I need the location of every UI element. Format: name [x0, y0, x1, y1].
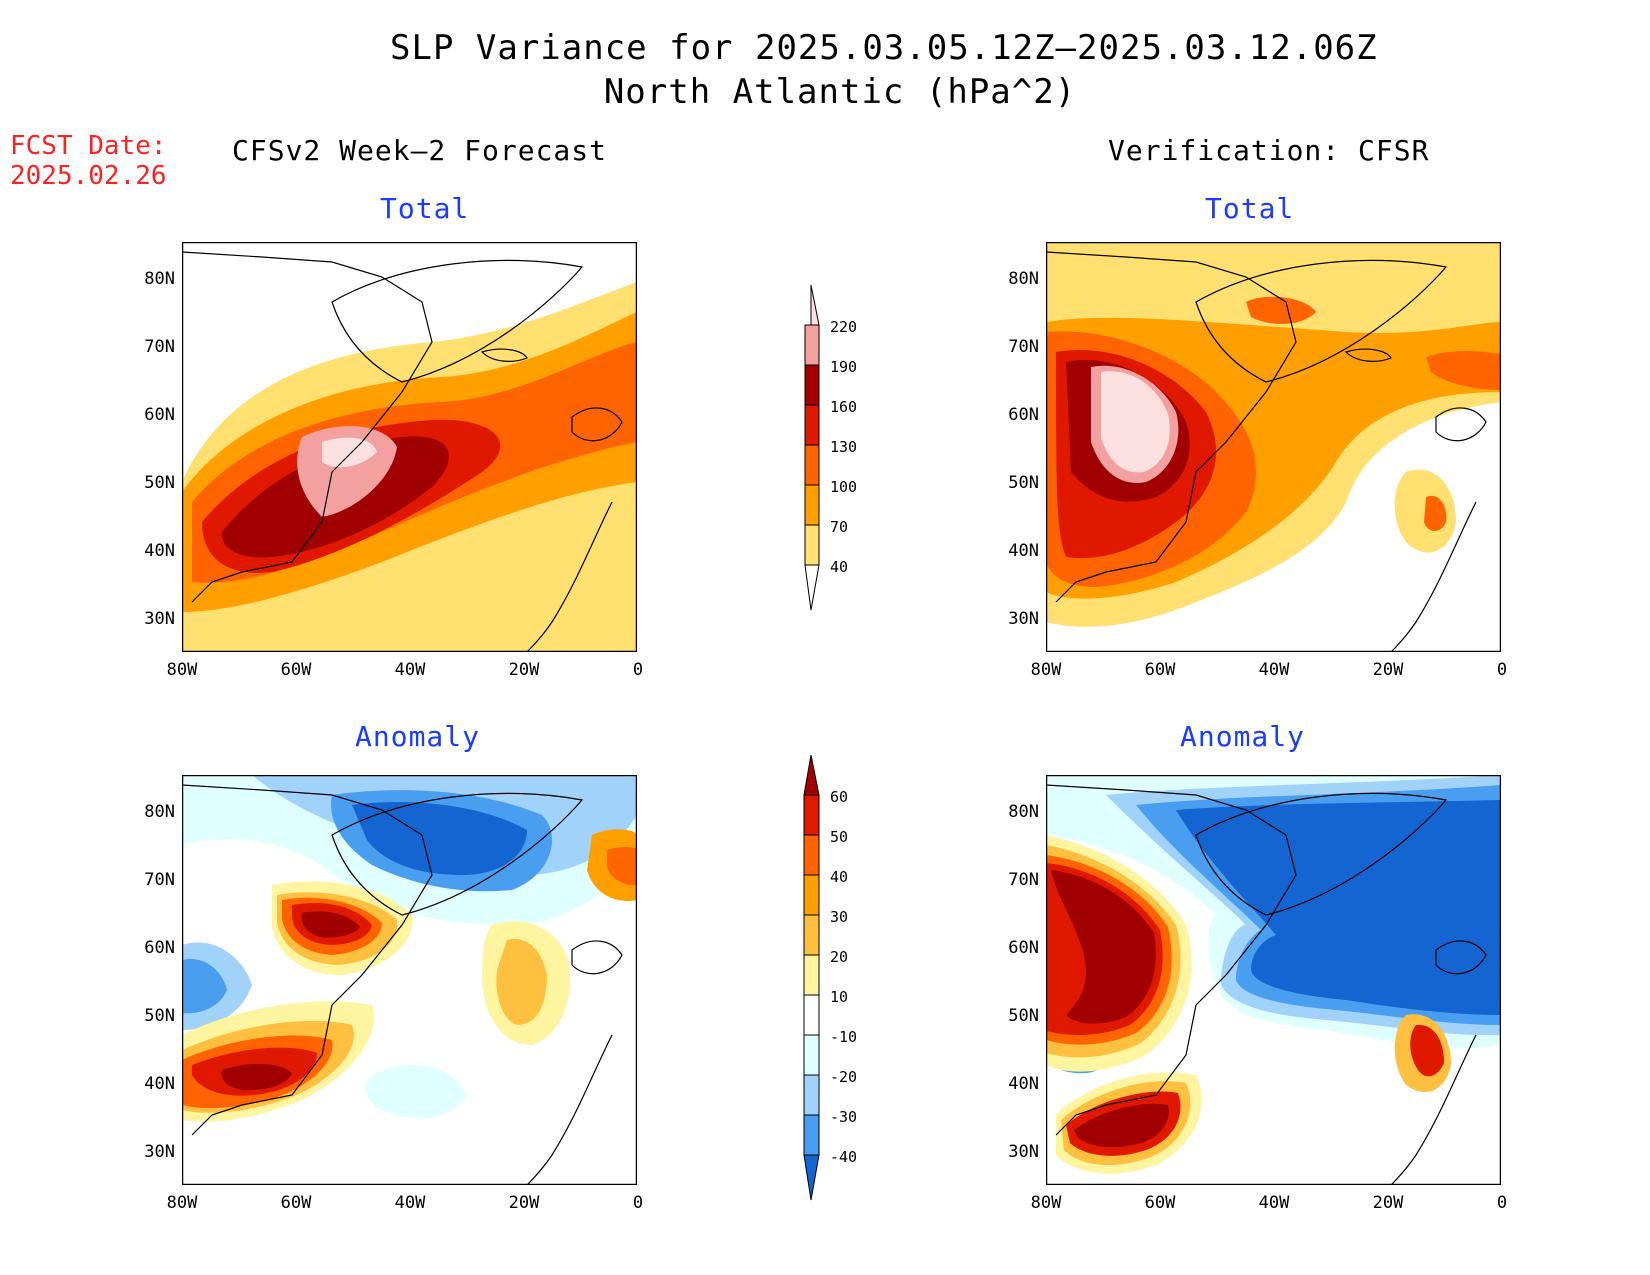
verification-anomaly-map	[1046, 775, 1501, 1185]
lat-tick-label: 30N	[144, 1142, 175, 1162]
lon-tick-label: 0	[632, 660, 644, 680]
title-line-2: North Atlantic (hPa^2)	[603, 72, 1077, 112]
lon-tick-label: 20W	[1372, 1193, 1404, 1213]
lat-tick-label: 60N	[1008, 938, 1039, 958]
colorbar-label: 60	[830, 788, 849, 806]
lon-tick-label: 60W	[280, 660, 312, 680]
lat-tick-label: 40N	[1008, 1074, 1039, 1094]
lat-tick-label: 50N	[1008, 473, 1039, 493]
title-line-1: SLP Variance for 2025.03.05.12Z–2025.03.…	[390, 28, 1378, 68]
lon-tick-label: 80W	[1030, 1193, 1062, 1213]
lat-tick-label: 40N	[1008, 541, 1039, 561]
colorbar-label: 10	[830, 988, 849, 1006]
forecast-anomaly-title: Anomaly	[355, 720, 481, 753]
forecast-total-title: Total	[380, 192, 470, 225]
lat-tick-label: 80N	[1008, 269, 1039, 289]
total-colorbar	[804, 285, 820, 611]
colorbar-label: 30	[830, 908, 849, 926]
lat-tick-label: 80N	[144, 269, 175, 289]
lon-tick-label: 40W	[394, 1193, 426, 1213]
colorbar-label: -10	[830, 1028, 858, 1046]
forecast-column-header: CFSv2 Week–2 Forecast	[232, 134, 608, 167]
colorbar-label: 130	[830, 438, 858, 456]
lon-tick-label: 40W	[394, 660, 426, 680]
colorbar-label: 20	[830, 948, 849, 966]
colorbar-label: 220	[830, 318, 858, 336]
lat-tick-label: 60N	[1008, 405, 1039, 425]
forecast-total-map	[182, 242, 637, 652]
colorbar-label: 190	[830, 358, 858, 376]
colorbar-label: 100	[830, 478, 858, 496]
colorbar-label: 40	[830, 868, 849, 886]
lon-tick-label: 60W	[280, 1193, 312, 1213]
lon-tick-label: 20W	[508, 660, 540, 680]
colorbar-label: 70	[830, 518, 849, 536]
lat-tick-label: 70N	[144, 870, 175, 890]
lon-tick-label: 0	[632, 1193, 644, 1213]
lon-tick-label: 20W	[508, 1193, 540, 1213]
lat-tick-label: 60N	[144, 938, 175, 958]
verification-anomaly-title: Anomaly	[1180, 720, 1306, 753]
lat-tick-label: 50N	[1008, 1006, 1039, 1026]
lat-tick-label: 80N	[1008, 802, 1039, 822]
colorbar-label: 50	[830, 828, 849, 846]
fcst-date-value: 2025.02.26	[10, 161, 167, 191]
anomaly-colorbar	[803, 755, 820, 1201]
lon-tick-label: 40W	[1258, 660, 1290, 680]
lat-tick-label: 80N	[144, 802, 175, 822]
lon-tick-label: 80W	[166, 1193, 198, 1213]
verification-total-title: Total	[1205, 192, 1295, 225]
lat-tick-label: 30N	[1008, 1142, 1039, 1162]
lon-tick-label: 40W	[1258, 1193, 1290, 1213]
fcst-date-label: FCST Date:	[10, 131, 167, 161]
colorbar-label: -30	[830, 1108, 858, 1126]
colorbar-label: 40	[830, 558, 849, 576]
verification-total-map	[1046, 242, 1501, 652]
colorbar-label: -20	[830, 1068, 858, 1086]
lat-tick-label: 70N	[1008, 337, 1039, 357]
lat-tick-label: 40N	[144, 1074, 175, 1094]
lat-tick-label: 70N	[1008, 870, 1039, 890]
verification-column-header: Verification: CFSR	[1108, 134, 1430, 167]
lon-tick-label: 80W	[166, 660, 198, 680]
lon-tick-label: 20W	[1372, 660, 1404, 680]
lat-tick-label: 40N	[144, 541, 175, 561]
forecast-anomaly-map	[182, 775, 637, 1185]
lon-tick-label: 0	[1496, 660, 1508, 680]
lat-tick-label: 50N	[144, 473, 175, 493]
lat-tick-label: 30N	[144, 609, 175, 629]
lon-tick-label: 80W	[1030, 660, 1062, 680]
lat-tick-label: 60N	[144, 405, 175, 425]
colorbar-label: 160	[830, 398, 858, 416]
lat-tick-label: 50N	[144, 1006, 175, 1026]
lon-tick-label: 0	[1496, 1193, 1508, 1213]
lon-tick-label: 60W	[1144, 660, 1176, 680]
colorbar-label: -40	[830, 1148, 858, 1166]
lon-tick-label: 60W	[1144, 1193, 1176, 1213]
lat-tick-label: 70N	[144, 337, 175, 357]
lat-tick-label: 30N	[1008, 609, 1039, 629]
